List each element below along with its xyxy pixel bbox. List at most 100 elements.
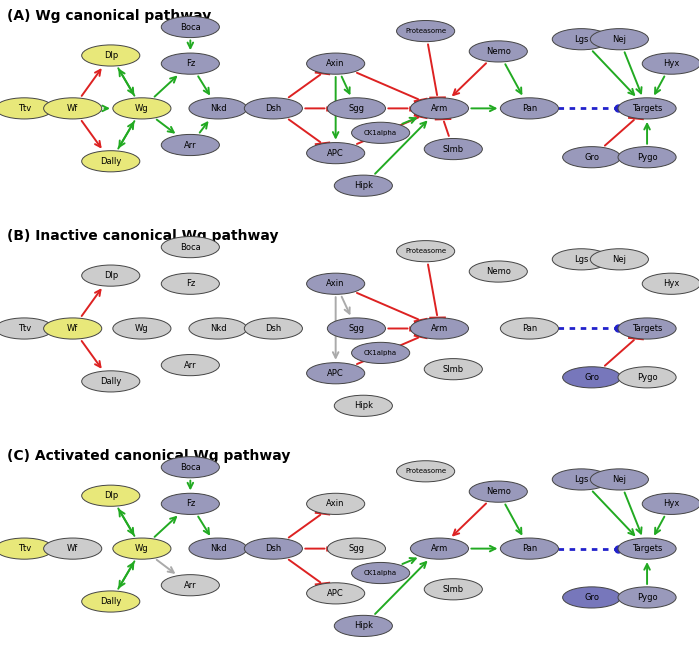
Text: Slmb: Slmb [442, 585, 464, 594]
Text: Hyx: Hyx [663, 59, 679, 68]
Ellipse shape [161, 273, 219, 294]
Text: CK1alpha: CK1alpha [364, 350, 397, 356]
Text: Arr: Arr [184, 581, 196, 590]
Text: Dsh: Dsh [265, 544, 282, 553]
Text: Gro: Gro [584, 153, 599, 161]
Text: Targets: Targets [632, 104, 662, 113]
Ellipse shape [396, 241, 454, 261]
Ellipse shape [334, 616, 392, 636]
Text: Sgg: Sgg [348, 324, 364, 333]
Text: Fz: Fz [186, 500, 195, 508]
Text: Fz: Fz [186, 279, 195, 288]
Text: Dlp: Dlp [103, 491, 118, 500]
Text: Boca: Boca [180, 243, 201, 251]
Ellipse shape [0, 98, 53, 119]
Text: Nej: Nej [612, 255, 626, 264]
Text: Boca: Boca [180, 23, 201, 31]
Text: Arr: Arr [184, 361, 196, 370]
Ellipse shape [552, 249, 610, 270]
Text: Lgs: Lgs [574, 35, 589, 44]
Ellipse shape [307, 273, 365, 294]
Ellipse shape [113, 318, 171, 339]
Text: CK1alpha: CK1alpha [364, 570, 397, 576]
Text: Dlp: Dlp [103, 271, 118, 280]
Text: Dally: Dally [100, 157, 122, 166]
Text: Ttv: Ttv [17, 104, 31, 113]
Ellipse shape [352, 562, 410, 584]
Ellipse shape [469, 261, 527, 282]
Text: Proteasome: Proteasome [405, 28, 446, 34]
Text: APC: APC [327, 149, 344, 157]
Ellipse shape [563, 147, 621, 168]
Ellipse shape [410, 538, 468, 559]
Ellipse shape [327, 98, 385, 119]
Ellipse shape [591, 249, 649, 270]
Ellipse shape [424, 139, 482, 159]
Text: Wf: Wf [67, 324, 78, 333]
Ellipse shape [307, 53, 365, 74]
Text: Pan: Pan [521, 324, 537, 333]
Ellipse shape [469, 481, 527, 502]
Ellipse shape [334, 175, 392, 196]
Ellipse shape [591, 29, 649, 50]
Ellipse shape [161, 53, 219, 74]
Ellipse shape [618, 98, 676, 119]
Ellipse shape [307, 583, 365, 604]
Text: APC: APC [327, 369, 344, 378]
Ellipse shape [424, 579, 482, 600]
Text: Pygo: Pygo [637, 153, 657, 161]
Ellipse shape [327, 538, 385, 559]
Text: Pan: Pan [521, 104, 537, 113]
Text: (A) Wg canonical pathway: (A) Wg canonical pathway [7, 9, 211, 23]
Ellipse shape [82, 265, 140, 286]
Ellipse shape [245, 538, 303, 559]
Ellipse shape [591, 469, 649, 490]
Ellipse shape [161, 575, 219, 596]
Text: Fz: Fz [186, 59, 195, 68]
Ellipse shape [410, 98, 468, 119]
Text: (C) Activated canonical Wg pathway: (C) Activated canonical Wg pathway [7, 449, 290, 463]
Ellipse shape [113, 538, 171, 559]
Ellipse shape [327, 318, 385, 339]
Ellipse shape [642, 273, 699, 294]
Ellipse shape [0, 318, 53, 339]
Text: Lgs: Lgs [574, 255, 589, 264]
Ellipse shape [161, 355, 219, 376]
Text: Hipk: Hipk [354, 622, 373, 630]
Ellipse shape [563, 367, 621, 388]
Ellipse shape [82, 371, 140, 392]
Ellipse shape [352, 122, 410, 143]
Text: Arm: Arm [431, 324, 448, 333]
Ellipse shape [161, 457, 219, 478]
Ellipse shape [424, 359, 482, 380]
Ellipse shape [500, 98, 559, 119]
Ellipse shape [500, 318, 559, 339]
Ellipse shape [161, 17, 219, 37]
Ellipse shape [642, 53, 699, 74]
Text: Hipk: Hipk [354, 181, 373, 190]
Text: Pygo: Pygo [637, 593, 657, 602]
Text: Pan: Pan [521, 544, 537, 553]
Text: Nkd: Nkd [210, 104, 226, 113]
Text: Boca: Boca [180, 463, 201, 472]
Text: Nkd: Nkd [210, 544, 226, 553]
Text: Dally: Dally [100, 377, 122, 386]
Text: Nkd: Nkd [210, 324, 226, 333]
Text: Targets: Targets [632, 544, 662, 553]
Text: Wf: Wf [67, 544, 78, 553]
Text: Sgg: Sgg [348, 544, 364, 553]
Ellipse shape [563, 587, 621, 608]
Ellipse shape [469, 41, 527, 62]
Ellipse shape [552, 29, 610, 50]
Ellipse shape [618, 318, 676, 339]
Ellipse shape [642, 494, 699, 514]
Ellipse shape [352, 342, 410, 364]
Text: Slmb: Slmb [442, 145, 464, 153]
Ellipse shape [161, 237, 219, 257]
Text: Hyx: Hyx [663, 500, 679, 508]
Text: Pygo: Pygo [637, 373, 657, 382]
Text: Nej: Nej [612, 475, 626, 484]
Text: Lgs: Lgs [574, 475, 589, 484]
Text: Arm: Arm [431, 544, 448, 553]
Ellipse shape [43, 538, 102, 559]
